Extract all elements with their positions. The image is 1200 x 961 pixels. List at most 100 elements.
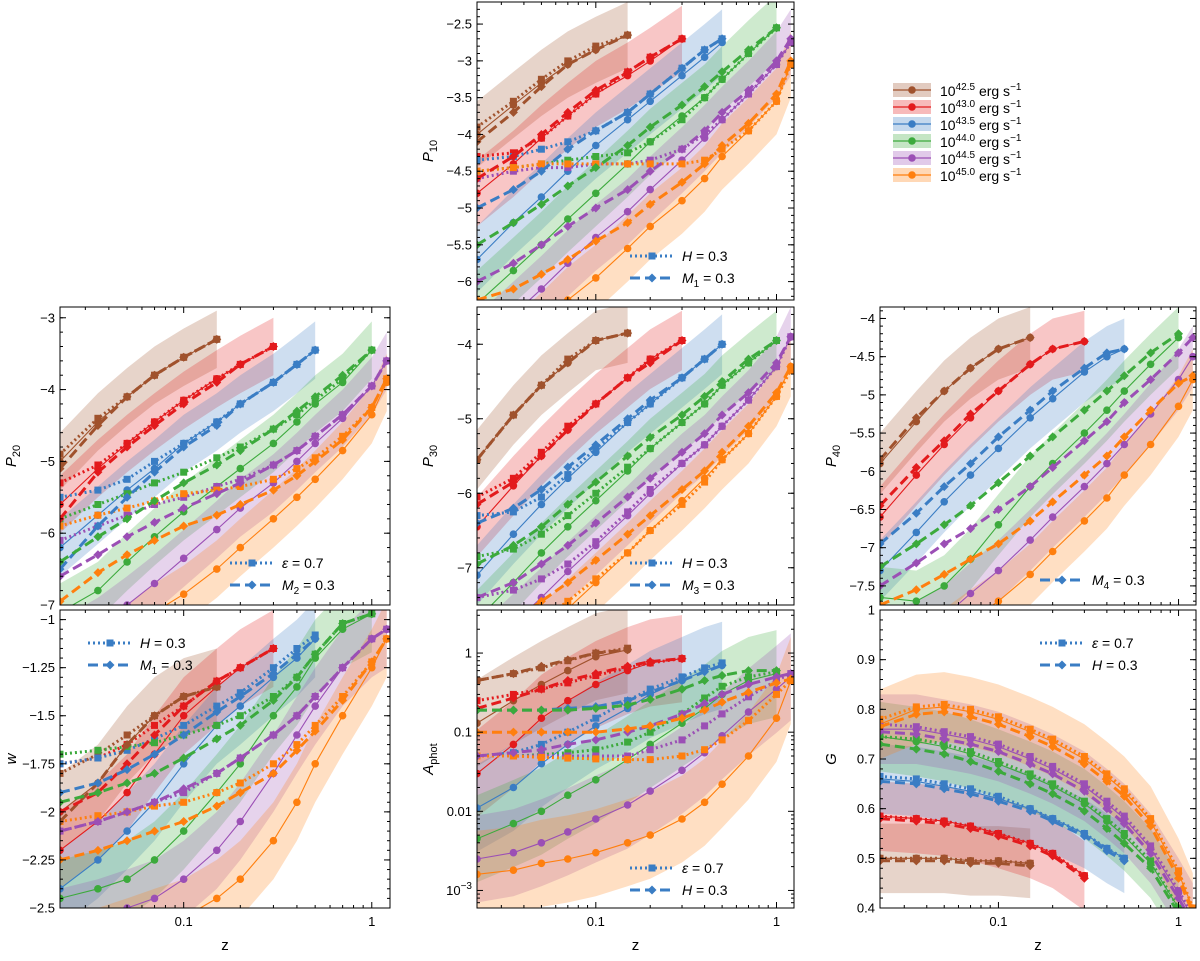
dashed-point: [563, 358, 573, 368]
annot-marker: [248, 559, 256, 567]
dashed-line-43.0: [477, 657, 683, 710]
dotted-point: [537, 575, 545, 583]
dotted-point: [1147, 842, 1155, 850]
dashed-point: [536, 705, 546, 715]
series-point: [646, 787, 654, 795]
series-point: [913, 628, 921, 636]
series-point: [150, 856, 159, 864]
dashed-point: [700, 429, 710, 439]
plot-area-p10: [477, 2, 794, 300]
dotted-point: [1026, 725, 1034, 733]
dotted-point: [678, 419, 686, 426]
y-tick-label: 10−3: [446, 881, 472, 898]
dotted-point: [592, 489, 600, 497]
dashed-point: [1119, 856, 1129, 866]
dashed-line-44.0: [477, 339, 778, 566]
dotted-point: [592, 755, 600, 763]
dashed-point: [367, 381, 377, 391]
series-point: [1026, 536, 1034, 544]
band-43.0: [477, 310, 682, 557]
dotted-point: [624, 463, 632, 471]
dotted-point: [745, 673, 752, 681]
band-42.5: [477, 2, 628, 168]
dashed-point: [508, 503, 518, 513]
series-point: [623, 207, 632, 216]
dashed-point: [508, 578, 518, 588]
plot-area-p20: [60, 310, 390, 605]
dashed-point: [235, 478, 245, 488]
series-point: [623, 115, 632, 124]
band-45.0: [127, 353, 387, 605]
dashed-point: [338, 370, 348, 380]
series-point: [744, 708, 753, 716]
series-point: [94, 885, 102, 893]
dashed-point: [1174, 378, 1184, 388]
series-point: [213, 894, 221, 903]
dotted-point: [1175, 867, 1182, 875]
dotted-point: [678, 160, 686, 168]
dashed-point: [880, 455, 885, 465]
dashed-point: [268, 485, 278, 495]
legend-label-43-5: 1043.5 erg s−1: [940, 116, 1022, 133]
dotted-point: [624, 752, 632, 760]
dashed-point: [1079, 759, 1089, 769]
dashed-point: [623, 67, 633, 77]
dotted-point: [718, 116, 726, 124]
dashed-point: [93, 788, 103, 798]
dashed-point: [292, 711, 302, 721]
dashed-point: [310, 692, 320, 702]
dashed-point: [1079, 873, 1089, 883]
plot-area-w: [60, 610, 390, 951]
series-point: [913, 651, 921, 659]
dashed-line-43.0: [60, 345, 275, 520]
annot-label-dashed: H = 0.3: [682, 882, 728, 898]
dashed-point: [744, 118, 754, 128]
y-tick-label: −7: [860, 540, 875, 555]
series-point: [236, 817, 245, 826]
band-42.5: [477, 307, 628, 490]
dotted-point: [701, 441, 709, 449]
series-point: [150, 579, 159, 588]
dotted-point: [564, 160, 572, 168]
dashed-point: [508, 152, 518, 162]
dotted-point: [1175, 887, 1182, 895]
series-point: [678, 196, 686, 205]
dashed-point: [1146, 848, 1156, 858]
series-point: [477, 719, 481, 727]
dashed-point: [717, 67, 727, 77]
dashed-point: [677, 485, 687, 495]
dashed-point: [1119, 838, 1129, 848]
dashed-line-44.0: [60, 348, 373, 564]
dashed-point: [292, 471, 302, 481]
dashed-point: [645, 199, 655, 209]
series-point: [940, 498, 948, 506]
dashed-point: [367, 634, 377, 644]
band-44.0: [880, 701, 1179, 908]
dotted-point: [718, 422, 726, 430]
dashed-point: [911, 462, 921, 472]
dashed-point: [536, 559, 546, 569]
dashed-point: [1048, 769, 1058, 779]
annot-marker: [105, 660, 115, 670]
dashed-point: [179, 442, 189, 452]
series-point: [477, 870, 481, 879]
dotted-point: [940, 700, 948, 708]
dashed-point: [1025, 806, 1035, 816]
dotted-line-42.5: [60, 337, 218, 456]
series-point: [592, 274, 600, 282]
dashed-point: [292, 745, 302, 755]
dashed-point: [292, 672, 302, 682]
dotted-point: [678, 459, 686, 467]
series-point: [94, 943, 102, 951]
dotted-point: [60, 479, 64, 487]
annot-label-dotted: H = 0.3: [682, 248, 728, 264]
dashed-point: [966, 756, 976, 766]
dotted-point: [940, 728, 948, 736]
dotted-point: [509, 586, 517, 594]
dotted-point: [510, 631, 517, 638]
series-point: [994, 444, 1003, 453]
dotted-point: [269, 760, 277, 768]
y-tick-label: −1.75: [22, 756, 55, 771]
dashed-point: [508, 185, 518, 195]
y-tick-label: −5.5: [849, 426, 875, 441]
